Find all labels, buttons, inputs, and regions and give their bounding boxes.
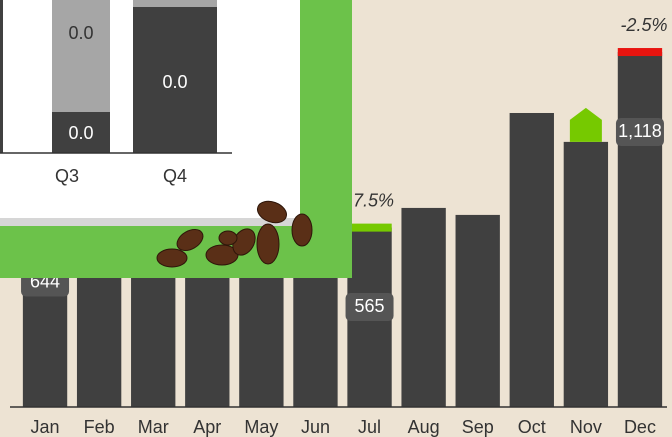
- x-tick-label: Feb: [84, 417, 115, 437]
- inset-bar: [0, 0, 3, 153]
- value-label: 565: [355, 296, 385, 316]
- x-tick-label: Jan: [31, 417, 60, 437]
- x-tick-label: Jun: [301, 417, 330, 437]
- x-tick-label: Oct: [518, 417, 546, 437]
- variance-label: -2.5%: [620, 15, 667, 35]
- bar: [456, 215, 500, 407]
- x-tick-label: Mar: [138, 417, 169, 437]
- inset-bar: [52, 0, 110, 112]
- inset-label: 0.0: [68, 123, 93, 143]
- x-tick-label: Apr: [193, 417, 221, 437]
- x-tick-label: Nov: [570, 417, 602, 437]
- x-tick-label: Sep: [462, 417, 494, 437]
- value-label: 1,118: [618, 121, 662, 141]
- bean: [292, 214, 312, 246]
- bean: [157, 249, 187, 267]
- panel-shadow: [0, 218, 300, 226]
- x-tick-label: Aug: [408, 417, 440, 437]
- inset-category: Q4: [163, 166, 187, 186]
- inset-bar: [133, 0, 217, 7]
- bean: [219, 231, 237, 245]
- variance-label: 7.5%: [353, 190, 394, 210]
- x-tick-label: Jul: [358, 417, 381, 437]
- bar: [618, 52, 662, 407]
- bar: [510, 113, 554, 407]
- variance-marker: [618, 48, 662, 56]
- bean: [257, 224, 279, 264]
- dashboard: Jan644FebMarAprMayJunJul5657.5%AugSepOct…: [0, 0, 672, 437]
- bar: [564, 142, 608, 407]
- inset-category: Q3: [55, 166, 79, 186]
- variance-marker: [347, 224, 391, 232]
- inset-label: 0.0: [162, 72, 187, 92]
- inset-label: 0.0: [68, 23, 93, 43]
- x-tick-label: May: [244, 417, 278, 437]
- bar: [401, 208, 445, 407]
- x-tick-label: Dec: [624, 417, 656, 437]
